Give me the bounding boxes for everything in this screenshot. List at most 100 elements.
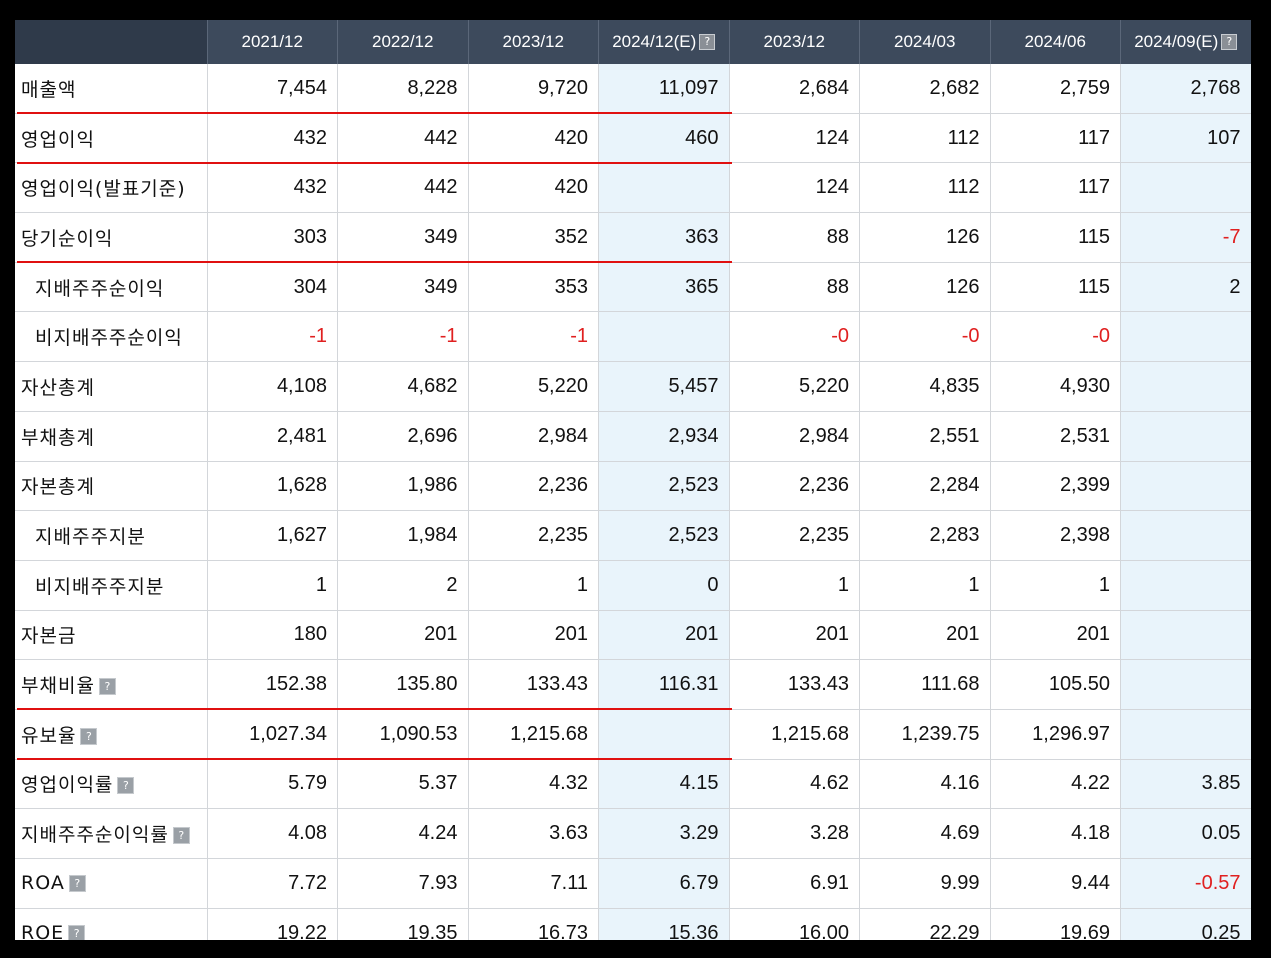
table-cell: 365 xyxy=(598,262,730,313)
help-icon[interactable]: ? xyxy=(172,827,190,845)
row-label: 부채비율 xyxy=(21,675,95,698)
row-label-cell: 지배주주지분 xyxy=(15,510,208,561)
row-label: 지배주주지분 xyxy=(35,526,146,549)
table-cell: 180 xyxy=(207,610,338,661)
table-cell: 117 xyxy=(990,113,1121,164)
table-cell: 303 xyxy=(207,212,338,263)
table-cell xyxy=(598,311,730,363)
help-icon[interactable]: ? xyxy=(80,727,98,745)
table-cell: 442 xyxy=(337,162,469,214)
table-cell: 420 xyxy=(468,113,599,164)
table-cell: 9,720 xyxy=(468,64,599,114)
table-row: 지배주주순이익 304 349 353 365 88 126 115 2 xyxy=(15,262,1251,313)
table-cell: 353 xyxy=(468,262,599,313)
table-cell: 1,984 xyxy=(337,510,469,561)
table-cell: 2,235 xyxy=(729,510,860,561)
row-label: 부채총계 xyxy=(21,426,95,449)
table-cell: 6.91 xyxy=(729,858,860,909)
table-cell: -0.57 xyxy=(1120,858,1251,909)
table-cell: -1 xyxy=(337,311,469,363)
row-label-cell: 부채총계 xyxy=(15,411,208,462)
row-label-cell: 당기순이익 xyxy=(15,212,208,263)
table-cell: 2,523 xyxy=(598,510,730,561)
table-cell: 2,984 xyxy=(729,411,860,462)
table-cell: 126 xyxy=(859,262,991,313)
row-label: 영업이익(발표기준) xyxy=(21,178,186,201)
table-row: 지배주주지분 1,627 1,984 2,235 2,523 2,235 2,283 2,39… xyxy=(15,510,1251,561)
table-cell: -0 xyxy=(859,311,991,363)
table-cell: 2,523 xyxy=(598,461,730,512)
table-cell: 1,986 xyxy=(337,461,469,512)
table-cell: 3.28 xyxy=(729,808,860,859)
table-cell: 304 xyxy=(207,262,338,313)
table-cell: 4.24 xyxy=(337,808,469,859)
table-cell: 115 xyxy=(990,212,1121,263)
row-label-cell: 지배주주순이익률? xyxy=(15,808,208,859)
table-cell: 1,627 xyxy=(207,510,338,561)
table-cell: 349 xyxy=(337,262,469,313)
table-cell: 3.85 xyxy=(1120,759,1251,810)
table-cell: 8,228 xyxy=(337,64,469,114)
row-label-cell: 지배주주순이익 xyxy=(15,262,208,313)
column-header-label: 2024/03 xyxy=(894,32,956,51)
table-cell: 112 xyxy=(859,113,991,164)
table-cell: 1 xyxy=(207,560,338,611)
row-label: 자산총계 xyxy=(21,376,95,399)
table-cell: 1,628 xyxy=(207,461,338,512)
table-row: 당기순이익 303 349 352 363 88 126 115 -7 xyxy=(15,212,1251,263)
highlight-separator xyxy=(17,112,732,115)
row-label: 영업이익 xyxy=(21,128,95,151)
table-cell: 7.11 xyxy=(468,858,599,909)
row-label-cell: 자본총계 xyxy=(15,461,208,512)
table-cell: 15.36 xyxy=(598,908,730,940)
table-cell: 2,481 xyxy=(207,411,338,462)
table-row: ROE? 19.22 19.35 16.73 15.36 16.00 22.29 19.69 0… xyxy=(15,908,1251,940)
table-cell: 124 xyxy=(729,113,860,164)
table-cell: 201 xyxy=(729,610,860,661)
table-cell: 1,027.34 xyxy=(207,709,338,760)
help-icon[interactable]: ? xyxy=(98,678,116,696)
row-label-cell: ROE? xyxy=(15,908,208,940)
table-cell: 116.31 xyxy=(598,659,730,710)
table-cell: 1,239.75 xyxy=(859,709,991,760)
table-cell xyxy=(598,162,730,214)
table-cell: 352 xyxy=(468,212,599,263)
table-cell: 5.79 xyxy=(207,759,338,810)
table-cell: 201 xyxy=(859,610,991,661)
table-cell: 2,399 xyxy=(990,461,1121,512)
table-cell: 7.93 xyxy=(337,858,469,909)
table-row: 지배주주순이익률? 4.08 4.24 3.63 3.29 3.28 4.69 4.18 0.0… xyxy=(15,808,1251,859)
row-label-cell: 영업이익률? xyxy=(15,759,208,810)
table-cell: 112 xyxy=(859,162,991,214)
table-cell: 7,454 xyxy=(207,64,338,114)
table-cell: 442 xyxy=(337,113,469,164)
table-cell xyxy=(1120,659,1251,710)
table-cell: 6.79 xyxy=(598,858,730,909)
table-cell: 4.18 xyxy=(990,808,1121,859)
table-cell: 19.22 xyxy=(207,908,338,940)
table-cell: 363 xyxy=(598,212,730,263)
table-cell: 1 xyxy=(468,560,599,611)
table-row: 영업이익률? 5.79 5.37 4.32 4.15 4.62 4.16 4.22 3.85 xyxy=(15,759,1251,810)
row-label-cell: 부채비율? xyxy=(15,659,208,710)
help-icon[interactable]: ? xyxy=(699,34,716,50)
help-icon[interactable]: ? xyxy=(1221,34,1238,50)
table-cell: 124 xyxy=(729,162,860,214)
table-cell: 4,682 xyxy=(337,361,469,412)
help-icon[interactable]: ? xyxy=(117,777,135,795)
table-cell: 1,215.68 xyxy=(468,709,599,760)
help-icon[interactable]: ? xyxy=(68,875,86,893)
table-cell xyxy=(1120,709,1251,760)
table-row: ROA? 7.72 7.93 7.11 6.79 6.91 9.99 9.44 -0.57 xyxy=(15,858,1251,909)
table-cell: 2,235 xyxy=(468,510,599,561)
highlight-separator xyxy=(17,261,732,264)
table-cell: 2,551 xyxy=(859,411,991,462)
row-label: 자본총계 xyxy=(21,476,95,499)
table-cell: 152.38 xyxy=(207,659,338,710)
row-label: 지배주주순이익률 xyxy=(21,824,169,847)
column-header-label: 2023/12 xyxy=(763,32,825,51)
table-cell: 460 xyxy=(598,113,730,164)
help-icon[interactable]: ? xyxy=(68,925,86,940)
column-header: 2021/12 xyxy=(207,20,338,64)
table-cell: -0 xyxy=(990,311,1121,363)
